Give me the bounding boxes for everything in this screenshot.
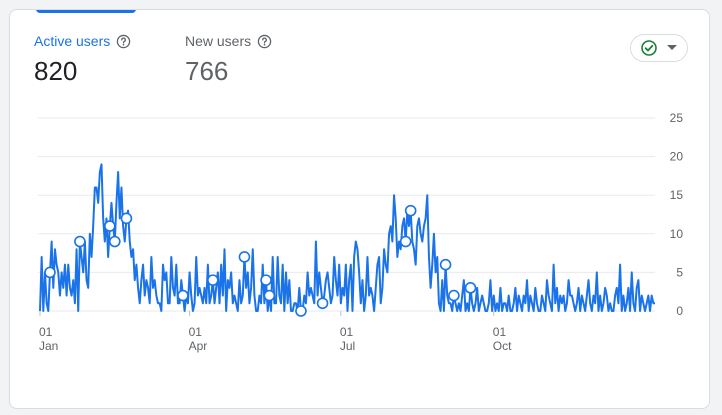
annotation-marker <box>295 305 307 317</box>
x-tick-month: Oct <box>493 339 512 353</box>
active-users-label: Active users <box>34 33 111 49</box>
x-tick-day: 01 <box>493 325 507 339</box>
annotation-marker <box>74 235 86 248</box>
x-tick-day: 01 <box>189 325 203 339</box>
annotation-marker <box>120 212 133 225</box>
active-users-metric[interactable]: Active users 820 <box>34 32 131 86</box>
status-dropdown[interactable] <box>630 34 688 62</box>
annotation-marker <box>108 235 121 248</box>
users-card: Active users 820 New users 766 <box>9 9 710 409</box>
annotation-marker <box>177 289 189 302</box>
check-circle-icon <box>641 40 657 56</box>
y-tick-label: 15 <box>670 188 684 202</box>
annotation-marker <box>104 220 116 232</box>
caret-down-icon <box>667 45 677 50</box>
annotation-marker <box>439 258 452 271</box>
x-tick-month: Apr <box>189 339 208 353</box>
x-tick-day: 01 <box>39 325 53 339</box>
active-tab-indicator <box>36 10 136 13</box>
help-icon[interactable] <box>257 34 272 49</box>
y-tick-label: 10 <box>670 227 684 241</box>
x-tick-day: 01 <box>340 325 354 339</box>
y-tick-label: 0 <box>676 304 683 318</box>
new-users-metric[interactable]: New users 766 <box>185 32 272 86</box>
series-line <box>39 163 655 312</box>
annotation-marker <box>399 235 412 248</box>
y-tick-label: 5 <box>676 265 683 279</box>
new-users-value: 766 <box>185 56 229 86</box>
help-icon[interactable] <box>116 34 131 49</box>
y-tick-label: 20 <box>670 150 684 164</box>
annotation-marker <box>263 289 276 302</box>
annotation-marker <box>44 266 56 279</box>
x-tick-month: Jul <box>340 339 355 353</box>
annotation-marker <box>464 282 477 294</box>
new-users-label: New users <box>185 33 252 49</box>
annotation-marker <box>207 274 219 286</box>
annotation-marker <box>404 204 417 217</box>
annotation-marker <box>260 274 272 286</box>
annotation-marker <box>448 289 460 302</box>
x-tick-month: Jan <box>39 339 58 353</box>
y-tick-label: 25 <box>670 111 684 125</box>
annotation-marker <box>238 251 251 263</box>
active-users-value: 820 <box>34 56 78 86</box>
annotation-marker <box>316 297 329 310</box>
